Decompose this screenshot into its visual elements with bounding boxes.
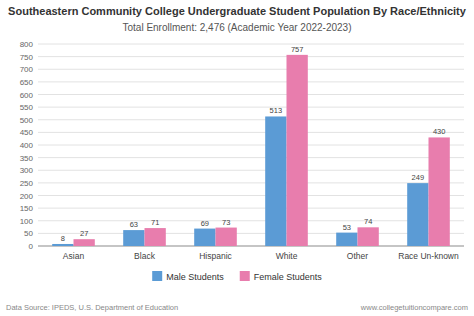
x-axis-line: [38, 246, 464, 247]
y-tick-label: 700: [20, 65, 34, 74]
footer: Data Source: IPEDS, U.S. Department of E…: [6, 303, 178, 312]
bar: [336, 233, 357, 246]
bar: [194, 229, 215, 246]
y-tick-label: 150: [20, 204, 34, 213]
grid-line: [38, 69, 464, 70]
grid-line: [38, 170, 464, 171]
data-label: 27: [80, 229, 88, 238]
grid-line: [38, 119, 464, 120]
footer: www.collegetuitioncompare.com: [360, 303, 468, 312]
bar: [123, 230, 144, 246]
x-tick-label: Black: [134, 251, 156, 261]
data-labels: 8 63 69 513 53 249 27 71 73 757 74 430: [61, 45, 446, 243]
data-label: 71: [151, 218, 159, 227]
grid-line: [38, 145, 464, 146]
legend-item: Female Students: [240, 271, 323, 282]
y-tick-label: 550: [20, 103, 34, 112]
legend-label: Male Students: [166, 272, 224, 282]
x-tick-label: White: [276, 251, 298, 261]
y-tick-label: 500: [20, 116, 34, 125]
legend-label: Female Students: [254, 272, 323, 282]
data-label: 74: [364, 217, 372, 226]
grid-line: [38, 220, 464, 221]
y-tick-label: 800: [20, 40, 34, 49]
grid-line: [38, 208, 464, 209]
bar: [429, 137, 450, 246]
grid-line: [38, 107, 464, 108]
grid-line: [38, 157, 464, 158]
grid: [38, 44, 464, 246]
chart: Southeastern Community College Undergrad…: [0, 0, 474, 316]
y-tick-label: 0: [29, 242, 34, 251]
y-tick-label: 450: [20, 128, 34, 137]
legend-swatch: [152, 271, 162, 281]
y-tick-label: 250: [20, 179, 34, 188]
data-label: 249: [412, 173, 425, 182]
bar: [287, 55, 308, 246]
grid-line: [38, 56, 464, 57]
grid-line: [38, 233, 464, 234]
y-tick-label: 200: [20, 192, 34, 201]
bar: [358, 227, 379, 246]
y-tick-label: 650: [20, 78, 34, 87]
grid-line: [38, 94, 464, 95]
bar: [216, 228, 237, 246]
data-label: 757: [291, 45, 304, 54]
data-label: 513: [270, 106, 283, 115]
data-label: 430: [433, 127, 446, 136]
grid-line: [38, 44, 464, 45]
subtitle: Total Enrollment: 2,476 (Academic Year 2…: [122, 22, 351, 33]
legend-swatch: [240, 271, 250, 281]
grid-line: [38, 246, 464, 247]
y-tick-label: 600: [20, 91, 34, 100]
grid-line: [38, 132, 464, 133]
title: Southeastern Community College Undergrad…: [8, 5, 467, 17]
y-tick-label: 400: [20, 141, 34, 150]
grid-line: [38, 195, 464, 196]
y-tick-label: 350: [20, 154, 34, 163]
data-label: 69: [201, 219, 209, 228]
x-tick-label: Race Un-known: [398, 251, 459, 261]
bars: [52, 55, 450, 246]
bar: [52, 244, 73, 246]
grid-line: [38, 81, 464, 82]
data-label: 53: [343, 223, 351, 232]
bar: [74, 239, 95, 246]
legend-item: Male Students: [152, 271, 224, 282]
data-label: 73: [222, 218, 230, 227]
y-tick-label: 300: [20, 166, 34, 175]
grid-line: [38, 182, 464, 183]
bar: [407, 183, 428, 246]
x-tick-label: Hispanic: [199, 251, 232, 261]
bar: [145, 228, 166, 246]
y-tick-label: 50: [24, 229, 33, 238]
data-label: 63: [130, 220, 138, 229]
legend: Male Students Female Students: [152, 271, 322, 282]
data-label: 8: [61, 234, 65, 243]
bar: [265, 116, 286, 246]
y-tick-label: 100: [20, 217, 34, 226]
x-tick-label: Other: [347, 251, 368, 261]
y-tick-label: 750: [20, 53, 34, 62]
x-tick-label: Asian: [63, 251, 85, 261]
